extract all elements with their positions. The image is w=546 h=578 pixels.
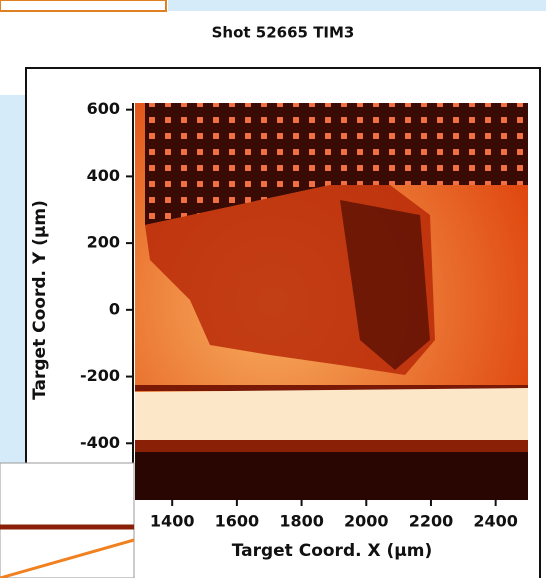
y-tick-label: 600 <box>87 99 120 118</box>
y-axis-label: Target Coord. Y (μm) <box>30 200 50 400</box>
x-tick-label: 2000 <box>344 512 389 531</box>
radiograph <box>135 103 528 500</box>
overlay-panel <box>0 463 134 578</box>
x-axis-label: Target Coord. X (μm) <box>232 541 433 561</box>
x-tick-label: 1800 <box>279 512 324 531</box>
slide: Shot 52665 TIM3 Target Coord. Y (μm) Tar… <box>0 0 546 578</box>
y-tick-label: -200 <box>80 366 120 385</box>
y-tick-label: 200 <box>87 233 120 252</box>
x-tick-label: 1600 <box>215 512 260 531</box>
figure-title: Shot 52665 TIM3 <box>212 24 355 42</box>
side-panel <box>0 95 26 465</box>
x-tick-label: 2200 <box>409 512 454 531</box>
y-tick-label: 0 <box>109 299 120 318</box>
y-tick-label: -400 <box>80 433 120 452</box>
x-tick-label: 2400 <box>473 512 518 531</box>
x-tick-label: 1400 <box>150 512 195 531</box>
y-tick-label: 400 <box>87 166 120 185</box>
top-band <box>168 0 546 11</box>
top-box <box>0 0 166 11</box>
